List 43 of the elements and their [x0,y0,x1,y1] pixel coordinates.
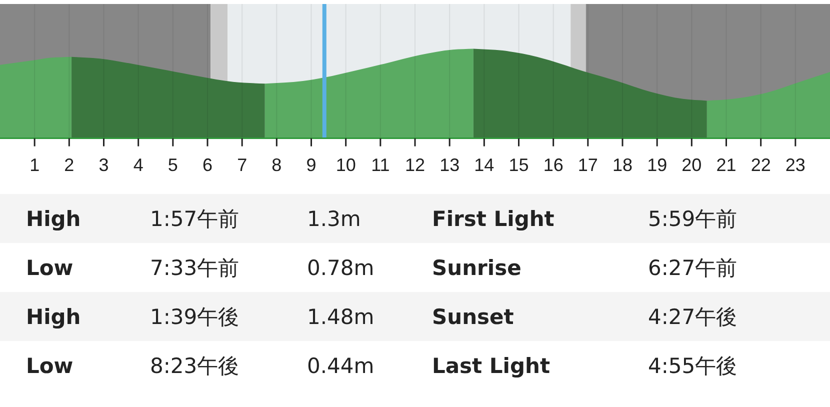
table-cell: 1.3m [307,207,361,231]
tick-label: 13 [440,155,460,175]
tick-label: 11 [371,155,390,175]
table-cell: High [26,207,81,231]
tick-label: 17 [578,155,598,175]
table-cell: First Light [432,207,554,231]
tick-label: 8 [272,155,282,175]
table-cell: Sunrise [432,256,522,280]
table-cell: Low [26,256,74,280]
tick-label: 19 [647,155,668,175]
table-cell: 4:27午後 [648,305,738,329]
tick-label: 7 [237,155,248,175]
table-cell: 1:39午後 [150,305,240,329]
tick-label: 22 [750,155,771,175]
table-cell: 1:57午前 [150,207,240,231]
table-cell: 7:33午前 [150,256,240,280]
tick-label: 15 [508,155,529,175]
tick-label: 9 [306,155,316,175]
table-cell: 0.78m [307,256,374,280]
tick-label: 5 [168,155,178,175]
tick-label: 3 [98,155,109,175]
tick-label: 1 [30,155,40,175]
table-cell: 4:55午後 [648,354,738,378]
table-cell: Low [26,354,74,378]
table-cell: Sunset [432,305,514,329]
table-cell: High [26,305,81,329]
tick-label: 16 [543,155,564,175]
tick-label: 21 [716,155,736,175]
tick-label: 10 [336,155,356,175]
table-cell: 8:23午後 [150,354,240,378]
tick-label: 4 [133,155,144,175]
tick-label: 18 [612,155,633,175]
tick-label: 14 [474,155,494,175]
table-cell: Last Light [432,354,550,378]
table-cell: 6:27午前 [648,256,738,280]
table-cell: 0.44m [307,354,374,378]
tick-label: 2 [64,155,74,175]
table-cell: 1.48m [307,305,374,329]
tick-label: 20 [682,155,702,175]
tick-label: 6 [202,155,212,175]
table-cell: 5:59午前 [648,207,738,231]
tick-label: 12 [404,155,426,175]
tick-label: 23 [785,155,806,175]
